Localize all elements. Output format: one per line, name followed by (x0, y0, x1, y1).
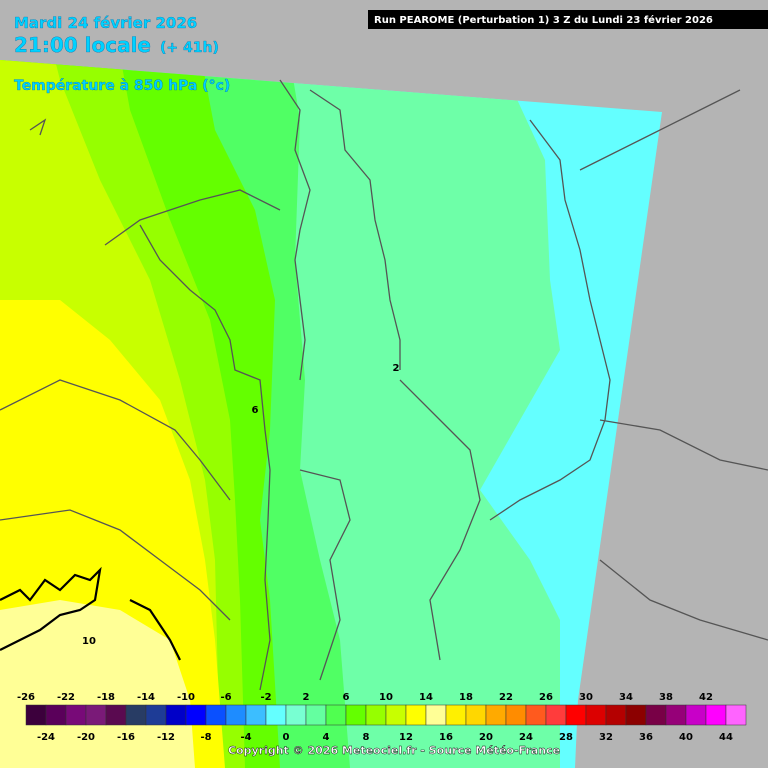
legend-tick-label: 2 (303, 692, 310, 703)
contour-label: 6 (252, 405, 259, 416)
color-swatch (725, 704, 747, 726)
color-swatch (625, 704, 647, 726)
legend-tick-label: 20 (479, 732, 493, 743)
color-swatch (425, 704, 447, 726)
borders (0, 79, 768, 691)
color-swatch (445, 704, 467, 726)
legend-tick-label: 18 (459, 692, 473, 703)
run-info: Run PEAROME (Perturbation 1) 3 Z du Lund… (374, 14, 713, 26)
color-swatch (645, 704, 667, 726)
color-swatch (305, 704, 327, 726)
color-swatch (285, 704, 307, 726)
color-swatch (325, 704, 347, 726)
legend-tick-label: -22 (57, 692, 75, 703)
time: 21:00 locale (14, 33, 151, 57)
legend-tick-label: -8 (200, 732, 211, 743)
legend-tick-label: 36 (639, 732, 653, 743)
legend-tick-label: -16 (117, 732, 135, 743)
copyright: Copyright © 2026 Meteociel.fr - Source M… (228, 744, 560, 757)
legend-tick-label: 16 (439, 732, 453, 743)
legend-tick-label: 14 (419, 692, 433, 703)
legend-tick-label: 4 (323, 732, 330, 743)
legend-tick-label: 30 (579, 692, 593, 703)
legend-tick-label: 38 (659, 692, 673, 703)
color-swatch (385, 704, 407, 726)
color-swatch (105, 704, 127, 726)
legend-tick-label: 22 (499, 692, 513, 703)
legend-tick-label: -18 (97, 692, 115, 703)
color-swatch (245, 704, 267, 726)
legend-tick-label: 12 (399, 732, 413, 743)
legend-tick-label: -20 (77, 732, 95, 743)
color-swatch (665, 704, 687, 726)
legend-tick-label: -2 (260, 692, 271, 703)
color-swatch (465, 704, 487, 726)
legend-tick-label: -26 (17, 692, 35, 703)
color-swatch (165, 704, 187, 726)
legend-tick-label: -10 (177, 692, 195, 703)
color-swatch (565, 704, 587, 726)
run-box (368, 10, 768, 29)
color-swatch (545, 704, 567, 726)
legend-tick-label: -12 (157, 732, 175, 743)
legend-tick-label: -24 (37, 732, 55, 743)
color-swatch (485, 704, 507, 726)
color-swatch (705, 704, 727, 726)
color-swatch (45, 704, 67, 726)
color-swatch (585, 704, 607, 726)
legend-tick-label: -4 (240, 732, 251, 743)
color-swatch (605, 704, 627, 726)
color-swatch (685, 704, 707, 726)
legend-tick-label: 26 (539, 692, 553, 703)
color-legend: -26-24-22-20-18-16-14-12-10-8-6-4-202468… (17, 692, 747, 743)
contour-labels: 2 6 10 (82, 363, 399, 647)
color-swatch (145, 704, 167, 726)
legend-tick-label: 24 (519, 732, 533, 743)
lead-time: (+ 41h) (160, 40, 219, 56)
color-swatch (85, 704, 107, 726)
legend-tick-label: 42 (699, 692, 713, 703)
legend-tick-label: 44 (719, 732, 733, 743)
color-swatch (405, 704, 427, 726)
contour-label: 10 (82, 636, 96, 647)
color-swatch (225, 704, 247, 726)
color-swatch (205, 704, 227, 726)
color-swatch (265, 704, 287, 726)
legend-tick-label: 6 (343, 692, 350, 703)
parameter: Température à 850 hPa (°c) (14, 78, 230, 94)
color-swatch (65, 704, 87, 726)
color-swatch (185, 704, 207, 726)
color-swatch (25, 704, 47, 726)
legend-tick-label: 40 (679, 732, 693, 743)
color-swatch (525, 704, 547, 726)
legend-tick-label: 32 (599, 732, 613, 743)
legend-tick-label: 0 (283, 732, 290, 743)
contour-label: 2 (393, 363, 400, 374)
legend-tick-label: 10 (379, 692, 393, 703)
date: Mardi 24 février 2026 (14, 14, 197, 32)
color-swatch (505, 704, 527, 726)
legend-tick-label: 34 (619, 692, 633, 703)
legend-tick-label: -6 (220, 692, 231, 703)
color-swatch (125, 704, 147, 726)
color-swatch (345, 704, 367, 726)
color-swatch (365, 704, 387, 726)
legend-tick-label: 8 (363, 732, 370, 743)
legend-tick-label: -14 (137, 692, 155, 703)
legend-tick-label: 28 (559, 732, 573, 743)
zone (0, 600, 195, 768)
